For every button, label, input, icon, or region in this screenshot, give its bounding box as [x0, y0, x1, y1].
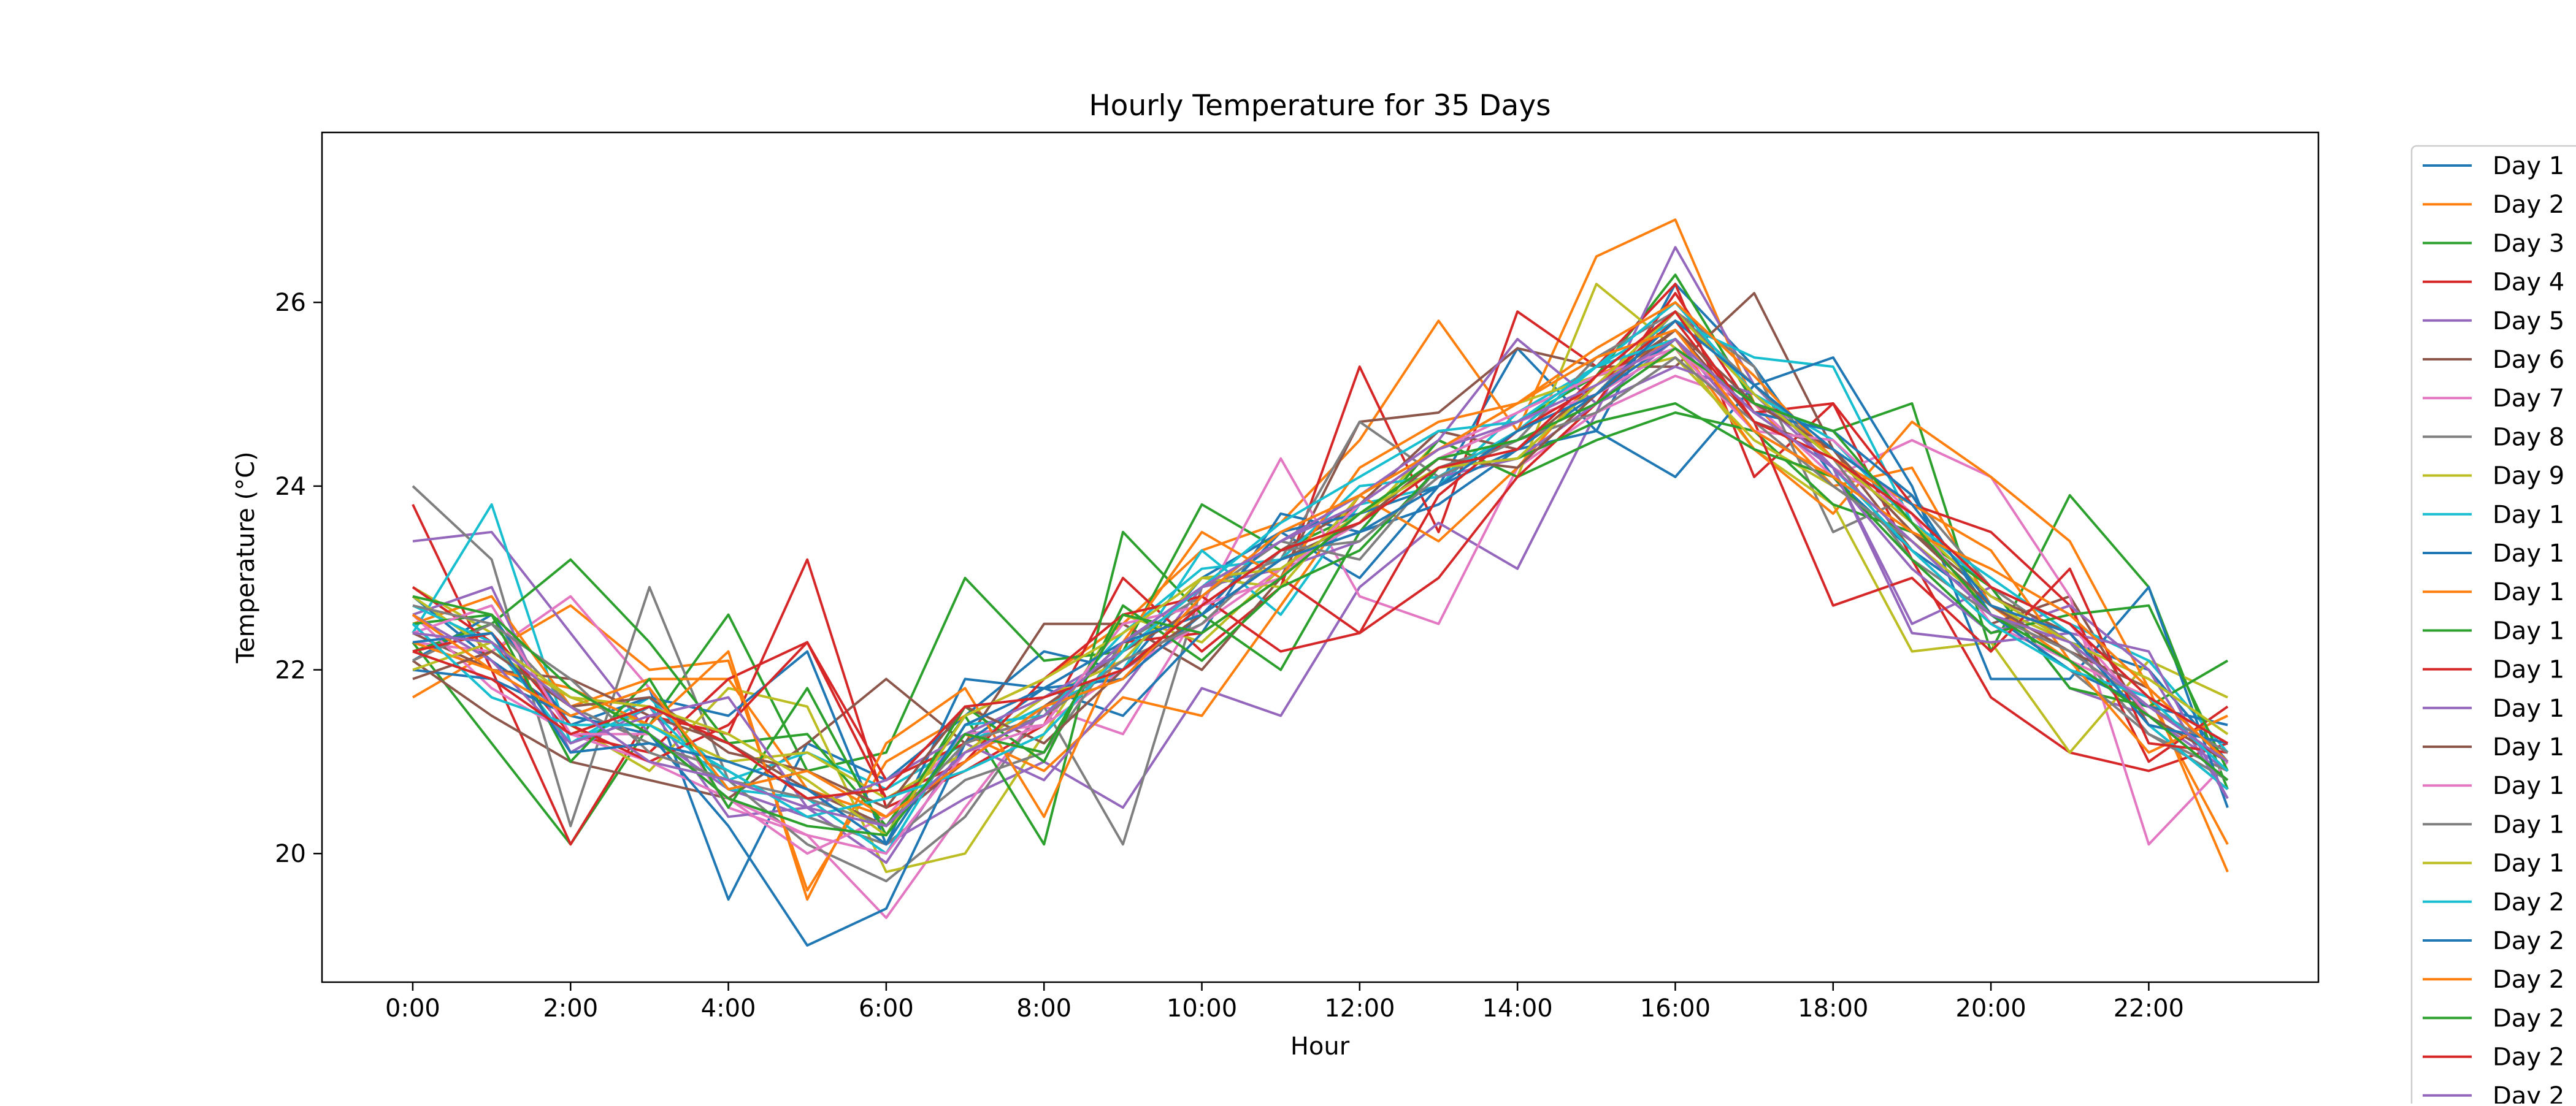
y-tick-label: 26	[275, 289, 306, 317]
legend-label: Day 4	[2493, 269, 2564, 297]
y-tick-label: 20	[275, 840, 306, 868]
series-line-29	[412, 310, 2229, 837]
legend-label: Day 2	[2493, 191, 2564, 219]
series-line-15	[412, 338, 2229, 864]
y-tick-label: 22	[275, 657, 306, 685]
legend-label: Day 1	[2493, 578, 2564, 606]
series-line-35	[412, 338, 2229, 828]
legend-label: Day 2	[2493, 927, 2564, 955]
x-tick-label: 4:00	[701, 994, 756, 1023]
x-axis-label: Hour	[1290, 1032, 1350, 1061]
x-tick-label: 0:00	[385, 994, 440, 1023]
legend-label: Day 1	[2493, 540, 2564, 568]
x-tick-label: 22:00	[2114, 994, 2184, 1023]
series-line-30	[412, 338, 2229, 818]
plot-frame	[321, 131, 2320, 983]
legend-label: Day 3	[2493, 229, 2564, 257]
legend-label: Day 2	[2493, 1082, 2564, 1104]
legend-label: Day 2	[2493, 966, 2564, 994]
y-axis-label: Temperature (°C)	[232, 451, 260, 663]
legend-label: Day 1	[2493, 152, 2564, 180]
series-line-3	[412, 273, 2229, 846]
series-line-5	[412, 246, 2229, 846]
legend-label: Day 5	[2493, 307, 2564, 335]
legend-box	[2410, 145, 2576, 1106]
x-tick-label: 12:00	[1324, 994, 1395, 1023]
legend: Day 1 Day 2 Day 3 Day 4 Day 5 Day 6 Day 7 Day 8…	[2410, 145, 2576, 1106]
x-tick-label: 6:00	[859, 994, 914, 1023]
x-tick-label: 18:00	[1798, 994, 1868, 1023]
legend-label: Day 2	[2493, 888, 2564, 917]
legend-label: Day 7	[2493, 384, 2564, 413]
legend-label: Day 1	[2493, 656, 2564, 684]
legend-label: Day 1	[2493, 501, 2564, 529]
legend-label: Day 1	[2493, 617, 2564, 645]
legend-label: Day 1	[2493, 810, 2564, 839]
series-line-34	[412, 310, 2229, 800]
series-line-8	[412, 310, 2228, 883]
legend-label: Day 8	[2493, 423, 2564, 451]
legend-label: Day 2	[2493, 1043, 2564, 1072]
y-axis-ticks: 20 22 24 26	[275, 289, 322, 868]
series-line-24	[412, 319, 2228, 800]
x-tick-label: 16:00	[1640, 994, 1711, 1023]
series-line-33	[412, 347, 2229, 837]
x-tick-label: 20:00	[1955, 994, 2026, 1023]
x-tick-label: 14:00	[1482, 994, 1552, 1023]
chart-title: Hourly Temperature for 35 Days	[1089, 89, 1551, 123]
legend-label: Day 9	[2493, 462, 2564, 490]
x-tick-label: 10:00	[1167, 994, 1237, 1023]
legend-label: Day 1	[2493, 850, 2564, 878]
legend-label: Day 1	[2493, 733, 2564, 761]
legend-label: Day 2	[2493, 1004, 2564, 1032]
x-axis-ticks: 0:00 2:00 4:00 6:00 8:00 10:00 12:00 14:00 16:00…	[385, 982, 2184, 1023]
series-line-25	[412, 338, 2229, 809]
x-tick-label: 8:00	[1016, 994, 1071, 1023]
series-line-18	[412, 310, 2229, 846]
legend-label: Day 1	[2493, 772, 2564, 800]
legend-label: Day 6	[2493, 346, 2564, 374]
legend-label: Day 1	[2493, 695, 2564, 723]
y-tick-label: 24	[275, 473, 306, 501]
x-tick-label: 2:00	[543, 994, 598, 1023]
plot-lines	[412, 218, 2229, 947]
series-line-14	[412, 292, 2229, 782]
